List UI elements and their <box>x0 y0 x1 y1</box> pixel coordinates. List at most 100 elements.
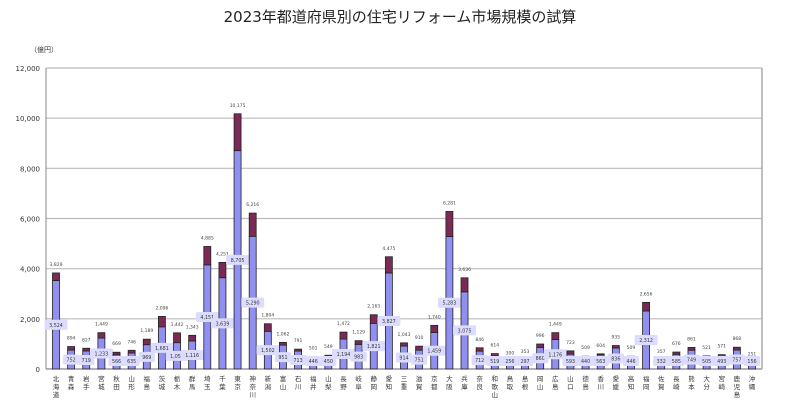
category-label-char: 崎 <box>673 382 680 391</box>
total-label: 846 <box>475 337 484 343</box>
total-label: 935 <box>612 335 621 341</box>
lower-value-label: 1,194 <box>337 352 351 358</box>
category-label-char: 北 <box>53 375 60 383</box>
category-label-char: 賀 <box>416 382 423 391</box>
total-label: 1,189 <box>140 328 153 334</box>
value-label-box <box>63 354 80 365</box>
category-label-char: 口 <box>567 383 574 391</box>
category-label-char: 岡 <box>537 375 544 383</box>
y-tick-label: 8,000 <box>20 165 40 173</box>
total-label: 3,636 <box>458 267 471 273</box>
bar-upper-segment <box>82 347 91 352</box>
value-label-box <box>331 349 355 360</box>
bar-upper-segment <box>218 261 227 279</box>
value-label-box <box>698 356 715 366</box>
total-label: 6,216 <box>246 202 259 208</box>
total-label: 1,449 <box>549 322 562 328</box>
lower-value-label: 493 <box>717 359 726 365</box>
value-label-box <box>728 354 745 365</box>
category-label-char: 神 <box>249 374 256 383</box>
value-label-box <box>713 356 730 366</box>
category-label-char: 阪 <box>446 382 453 391</box>
total-label: 791 <box>294 338 303 344</box>
bar-upper-segment <box>233 113 242 152</box>
bar-upper-segment <box>158 316 166 328</box>
value-label-box <box>138 351 155 362</box>
category-label-char: 城 <box>98 383 105 391</box>
category-label-char: 山 <box>280 382 287 391</box>
bar-upper-segment <box>430 324 439 333</box>
category-label-char: 葉 <box>219 382 226 391</box>
category-label-char: 分 <box>703 382 710 391</box>
bar-upper-segment <box>112 351 121 356</box>
lower-value-label: 256 <box>505 359 514 365</box>
lower-value-label: 563 <box>596 359 605 365</box>
bar-upper-segment <box>415 345 424 351</box>
bar-upper-segment <box>611 345 620 349</box>
value-label-box <box>592 356 609 366</box>
category-label-char: 知 <box>628 382 635 391</box>
category-label-char: 川 <box>295 383 302 391</box>
category-label-char: 木 <box>174 382 181 391</box>
value-label-box <box>274 352 292 363</box>
total-label: 1,804 <box>261 313 274 319</box>
lower-value-label: 1,116 <box>185 353 199 359</box>
lower-value-label: 585 <box>672 359 681 365</box>
value-label-box <box>150 342 174 353</box>
total-label: 4,885 <box>201 235 214 241</box>
bar-upper-segment <box>687 347 696 351</box>
bar-upper-segment <box>490 353 499 357</box>
value-label-box <box>89 348 113 359</box>
category-label-char: 島 <box>582 382 589 391</box>
category-label-char: 広 <box>552 374 559 383</box>
y-tick-label: 12,000 <box>16 65 41 73</box>
value-label-box <box>395 352 413 363</box>
category-label-char: 滋 <box>416 374 423 383</box>
category-label-char: 都 <box>431 383 438 391</box>
lower-value-label: 749 <box>687 358 696 364</box>
category-label-char: 野 <box>340 383 347 391</box>
lower-value-label: 1,821 <box>367 344 381 350</box>
total-label: 2,096 <box>155 305 168 311</box>
bar-upper-segment <box>732 346 741 351</box>
category-label-char: 岩 <box>83 374 90 383</box>
category-label-char: 城 <box>159 383 166 391</box>
category-label-char: 玉 <box>204 383 211 391</box>
value-label-box <box>653 356 670 366</box>
bar-upper-segment <box>475 347 484 352</box>
category-label-char: 茨 <box>159 374 166 383</box>
total-label: 2,163 <box>367 304 380 310</box>
total-label: 910 <box>415 335 424 341</box>
value-label-box <box>743 356 761 366</box>
y-tick-label: 4,000 <box>20 266 40 274</box>
category-label-char: 富 <box>280 374 287 383</box>
lower-value-label: 519 <box>490 359 499 365</box>
bar-upper-segment <box>127 349 136 354</box>
category-label-char: 山 <box>128 374 135 383</box>
total-label: 501 <box>309 345 318 351</box>
category-label-char: 森 <box>68 382 75 391</box>
category-label-char: 山 <box>492 390 499 399</box>
category-label-char: 奈 <box>249 382 256 391</box>
category-label-char: 群 <box>189 374 196 383</box>
lower-value-label: 297 <box>520 359 529 365</box>
total-label: 1,442 <box>171 322 184 328</box>
lower-value-label: 5,290 <box>246 301 260 307</box>
category-label-char: 埼 <box>204 374 211 383</box>
value-label-box <box>256 345 280 356</box>
value-label-box <box>501 356 519 366</box>
category-label-char: 島 <box>144 382 151 391</box>
lower-value-label: 712 <box>475 358 484 364</box>
category-label-char: 媛 <box>613 382 620 391</box>
value-label-box <box>350 351 367 362</box>
value-label-box <box>377 316 401 327</box>
lower-value-label: 156 <box>747 359 756 365</box>
value-label-box <box>44 319 68 330</box>
category-label-char: 根 <box>522 382 529 391</box>
category-label-char: 福 <box>643 374 650 383</box>
lower-value-label: 751 <box>415 358 424 364</box>
total-label: 1,062 <box>277 331 290 337</box>
category-label-char: 重 <box>401 383 408 391</box>
lower-value-label: 983 <box>354 355 363 361</box>
y-axis-unit: （億円） <box>30 46 58 54</box>
